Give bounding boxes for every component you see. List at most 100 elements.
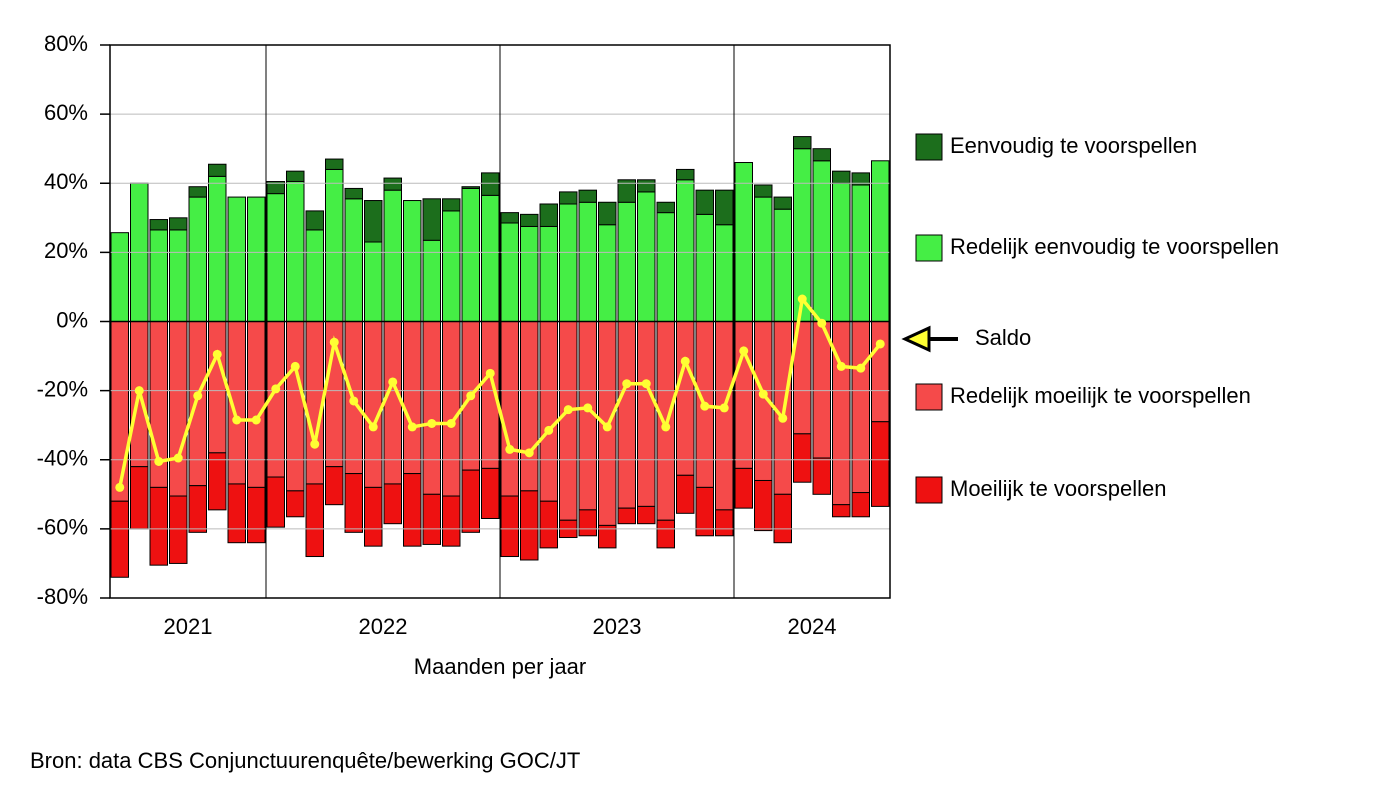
- bar-segment: [637, 179, 656, 193]
- bar-segment: [169, 321, 188, 497]
- bar-segment: [247, 321, 266, 488]
- bar-segment: [773, 208, 792, 322]
- bar-segment: [461, 187, 480, 322]
- bar-segment: [851, 184, 870, 322]
- x-group-label: 2023: [593, 614, 642, 639]
- bar-segment: [715, 224, 734, 323]
- bar-segment: [208, 452, 227, 511]
- bar-segment: [812, 321, 831, 459]
- bar-segment: [305, 483, 324, 558]
- bar-segment: [208, 321, 227, 454]
- bar-segment: [169, 217, 188, 231]
- bar-segment: [188, 186, 207, 198]
- bar-segment: [871, 160, 890, 322]
- bar-segment: [734, 321, 753, 469]
- bar-segment: [871, 421, 890, 507]
- bar-segment: [403, 473, 422, 547]
- bar-segment: [559, 191, 578, 205]
- saldo-point: [154, 456, 164, 466]
- bar-segment: [481, 172, 500, 196]
- bar-segment: [520, 225, 539, 322]
- bar-segment: [871, 321, 890, 423]
- bar-segment: [110, 500, 129, 578]
- x-group-label: 2022: [359, 614, 408, 639]
- bar-segment: [539, 203, 558, 227]
- saldo-point: [212, 349, 222, 359]
- bar-segment: [520, 213, 539, 227]
- bar-segment: [520, 490, 539, 561]
- saldo-point: [329, 337, 339, 347]
- bar-segment: [364, 321, 383, 488]
- saldo-legend-icon: [901, 325, 958, 353]
- bar-segment: [461, 469, 480, 533]
- saldo-point: [290, 361, 300, 371]
- y-tick-label: -20%: [37, 376, 88, 401]
- bar-segment: [344, 473, 363, 533]
- saldo-point: [251, 415, 261, 425]
- saldo-point: [719, 403, 729, 413]
- bar-segment: [286, 321, 305, 492]
- saldo-point: [310, 439, 320, 449]
- bar-segment: [559, 203, 578, 322]
- bar-segment: [695, 213, 714, 322]
- bar-segment: [422, 198, 441, 241]
- bar-segment: [832, 504, 851, 518]
- legend-label: Eenvoudig te voorspellen: [950, 133, 1197, 158]
- bar-segment: [364, 200, 383, 243]
- saldo-point: [680, 356, 690, 366]
- bar-segment: [851, 492, 870, 518]
- bar-segment: [754, 184, 773, 198]
- bar-segment: [578, 201, 597, 322]
- bar-segment: [656, 212, 675, 322]
- bar-segment: [617, 321, 636, 509]
- bar-segment: [227, 196, 246, 322]
- bar-segment: [812, 148, 831, 162]
- x-group-label: 2024: [788, 614, 837, 639]
- saldo-point: [622, 379, 632, 389]
- saldo-point: [856, 363, 866, 373]
- bar-segment: [266, 476, 285, 528]
- bar-segment: [500, 495, 519, 558]
- bar-segment: [169, 229, 188, 322]
- bar-segment: [169, 495, 188, 564]
- bar-segment: [247, 486, 266, 544]
- bar-segment: [676, 474, 695, 514]
- bar-segment: [578, 509, 597, 537]
- bar-segment: [305, 210, 324, 231]
- bar-segment: [188, 321, 207, 487]
- bar-segment: [812, 457, 831, 495]
- y-tick-label: -40%: [37, 446, 88, 471]
- saldo-point: [349, 396, 359, 406]
- bar-segment: [793, 433, 812, 483]
- saldo-point: [797, 294, 807, 304]
- bar-segment: [773, 493, 792, 544]
- legend-swatch: [915, 133, 943, 161]
- plot-frame: [109, 44, 891, 599]
- legend-swatch: [915, 234, 943, 262]
- bar-segment: [442, 198, 461, 212]
- bar-segment: [598, 201, 617, 226]
- bar-segment: [266, 181, 285, 195]
- bar-segment: [637, 321, 656, 507]
- bar-segment: [383, 189, 402, 322]
- bar-segment: [734, 467, 753, 509]
- bar-segment: [715, 189, 734, 226]
- bar-segment: [305, 229, 324, 322]
- bar-segment: [344, 198, 363, 323]
- bar-segment: [617, 179, 636, 203]
- saldo-point: [193, 391, 203, 401]
- bar-segment: [734, 162, 753, 322]
- bar-segment: [637, 191, 656, 322]
- saldo-point: [544, 425, 554, 435]
- saldo-point: [524, 448, 534, 458]
- saldo-point: [817, 318, 827, 328]
- bar-segment: [422, 321, 441, 495]
- saldo-point: [602, 422, 612, 432]
- saldo-line: [118, 294, 882, 488]
- bar-segment: [149, 219, 168, 231]
- bar-segment: [149, 229, 168, 322]
- bar-segment: [325, 158, 344, 170]
- bar-segment: [598, 224, 617, 323]
- saldo-point: [700, 401, 710, 411]
